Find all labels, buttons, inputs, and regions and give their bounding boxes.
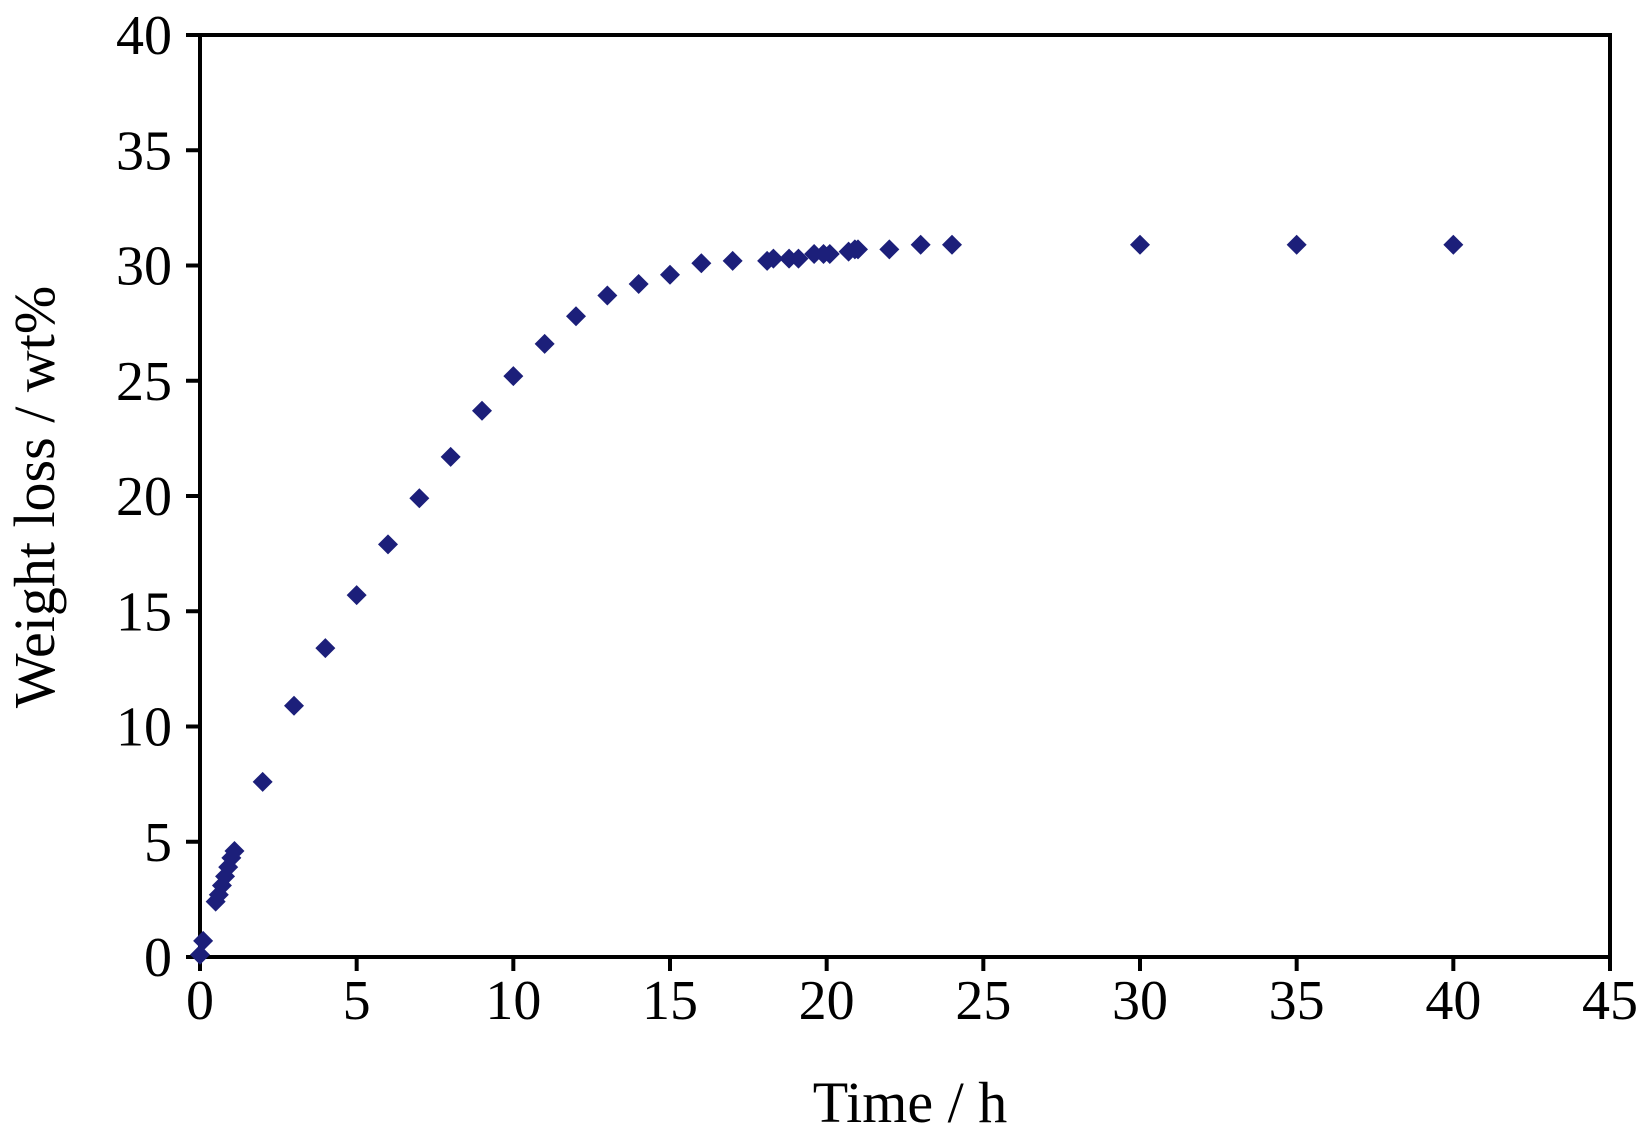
data-point	[346, 585, 367, 606]
y-tick-label: 5	[144, 812, 172, 874]
y-tick-label: 25	[116, 351, 172, 413]
data-point	[224, 840, 245, 861]
data-point	[910, 234, 931, 255]
x-tick-label: 10	[485, 970, 541, 1032]
x-axis-title: Time / h	[813, 1070, 1007, 1135]
plot-area	[198, 33, 1612, 959]
y-tick-label: 30	[116, 236, 172, 298]
y-tick-label: 40	[116, 5, 172, 67]
y-axis-ticks: 0 5 10 15 20 25 30 35 40	[116, 5, 200, 989]
data-point	[566, 306, 586, 327]
y-tick-label: 35	[116, 120, 172, 182]
data-point	[691, 253, 712, 274]
data-point	[409, 488, 430, 509]
data-point	[252, 771, 273, 792]
data-markers	[190, 234, 1464, 965]
data-point	[472, 400, 492, 421]
x-tick-label: 30	[1112, 970, 1168, 1032]
data-point	[1130, 234, 1150, 255]
data-point	[440, 446, 461, 467]
data-point	[534, 333, 555, 354]
data-point	[879, 239, 900, 260]
y-tick-label: 10	[116, 697, 172, 759]
data-point	[597, 285, 618, 306]
x-tick-label: 5	[343, 970, 371, 1032]
data-point	[193, 930, 214, 951]
data-point	[503, 366, 524, 387]
data-point	[722, 250, 743, 271]
data-point	[1443, 234, 1464, 255]
y-tick-label: 0	[144, 927, 172, 989]
data-point	[942, 234, 962, 255]
y-axis-title: Weight loss / wt%	[2, 286, 67, 708]
y-tick-label: 20	[116, 466, 172, 528]
data-point	[284, 695, 304, 716]
data-point	[190, 944, 210, 965]
data-point	[788, 248, 809, 269]
x-axis-ticks: 0 5 10 15 20 25 30 35 40 45	[186, 957, 1638, 1032]
data-point	[819, 243, 840, 264]
data-point	[628, 273, 649, 294]
x-tick-label: 25	[955, 970, 1011, 1032]
x-tick-label: 40	[1425, 970, 1481, 1032]
x-tick-label: 45	[1582, 970, 1638, 1032]
x-tick-label: 15	[642, 970, 698, 1032]
data-point	[848, 239, 868, 260]
x-tick-label: 0	[186, 970, 214, 1032]
data-point	[378, 534, 398, 555]
data-point	[315, 638, 336, 659]
x-tick-label: 20	[799, 970, 855, 1032]
data-point	[660, 264, 680, 285]
data-point	[1286, 234, 1307, 255]
x-tick-label: 35	[1269, 970, 1325, 1032]
y-tick-label: 15	[116, 581, 172, 643]
data-point	[763, 248, 784, 269]
